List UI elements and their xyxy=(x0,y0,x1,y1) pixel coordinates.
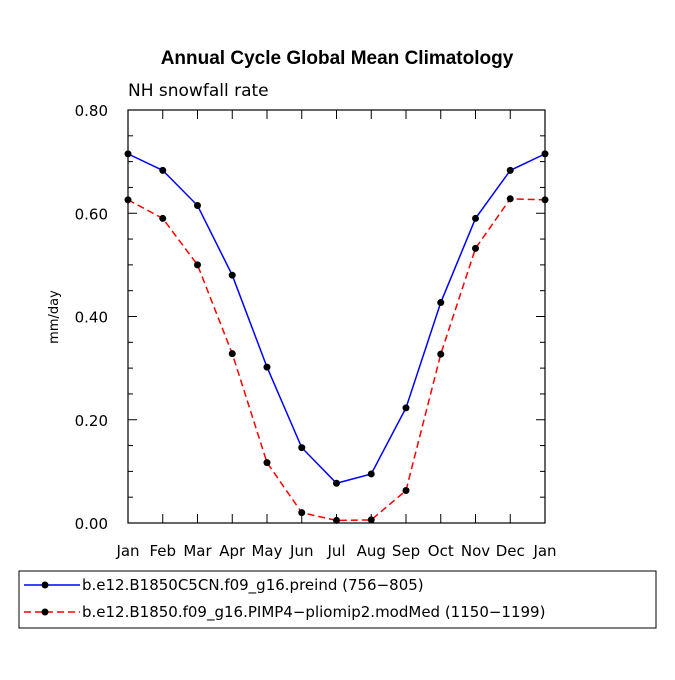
x-tick-label: Aug xyxy=(357,542,386,560)
series-0-point xyxy=(402,404,410,412)
series-line-0 xyxy=(127,153,546,485)
series-0-point xyxy=(124,150,132,158)
series-0-point xyxy=(194,202,201,210)
x-tick-label: Dec xyxy=(496,542,525,560)
x-tick-label: Feb xyxy=(149,542,176,560)
series-1-point xyxy=(472,244,479,252)
series-1-point xyxy=(437,350,445,358)
series-0-point xyxy=(506,166,514,174)
legend-label-0: b.e12.B1850C5CN.f09_g16.preind (756−805) xyxy=(82,576,424,595)
legend-marker-0 xyxy=(41,581,49,589)
y-axis-label: mm/day xyxy=(47,290,62,344)
series-0-point xyxy=(228,271,236,279)
plot-frame xyxy=(127,109,546,524)
series-1-point xyxy=(367,516,375,524)
x-tick-label: May xyxy=(251,542,282,560)
y-tick-label: 0.80 xyxy=(75,102,108,120)
series-1-point xyxy=(124,196,132,204)
x-tick-label: Sep xyxy=(392,542,420,560)
series-0-point xyxy=(333,479,340,487)
series-1-point xyxy=(194,261,201,269)
x-tick-label: Jul xyxy=(326,542,345,560)
series-1-point xyxy=(298,509,306,517)
chart-title: Annual Cycle Global Mean Climatology xyxy=(161,48,514,69)
series-0-point xyxy=(263,363,271,371)
series-0-point xyxy=(159,166,167,174)
legend-marker-1 xyxy=(41,608,49,616)
series-0-point xyxy=(437,299,445,307)
series-layer xyxy=(124,150,549,524)
chart-subtitle: NH snowfall rate xyxy=(128,81,269,101)
series-1-point xyxy=(228,350,236,358)
x-tick-label: Mar xyxy=(183,542,212,560)
x-tick-label: Jan xyxy=(532,542,556,560)
legend-label-1: b.e12.B1850.f09_g16.PIMP4−pliomip2.modMe… xyxy=(82,603,545,622)
x-tick-label: Jan xyxy=(115,542,139,560)
series-0-point xyxy=(472,214,479,222)
series-1-point xyxy=(541,196,549,204)
legend-box xyxy=(18,570,657,629)
y-tick-label: 0.00 xyxy=(75,515,108,533)
series-1-point xyxy=(402,486,410,494)
series-1-point xyxy=(263,459,271,467)
x-tick-label: Oct xyxy=(428,542,454,560)
y-tick-label: 0.60 xyxy=(75,205,108,223)
series-line-1 xyxy=(127,198,546,522)
x-tick-label: Nov xyxy=(461,542,490,560)
series-1-point xyxy=(333,516,340,524)
axis-ticks: Jan Feb Mar Apr May Jun Jul Aug Sep Oct Nov Dec Jan 0… xyxy=(75,102,557,560)
series-1-point xyxy=(506,195,514,203)
legend: b.e12.B1850C5CN.f09_g16.preind (756−805)… xyxy=(18,570,657,629)
series-0-point xyxy=(298,444,306,452)
x-tick-label: Apr xyxy=(219,542,246,560)
series-0-point xyxy=(367,470,375,478)
series-1-point xyxy=(159,214,167,222)
y-tick-label: 0.20 xyxy=(75,412,108,430)
x-tick-label: Jun xyxy=(289,542,313,560)
series-0-point xyxy=(541,150,549,158)
y-tick-label: 0.40 xyxy=(75,309,108,327)
